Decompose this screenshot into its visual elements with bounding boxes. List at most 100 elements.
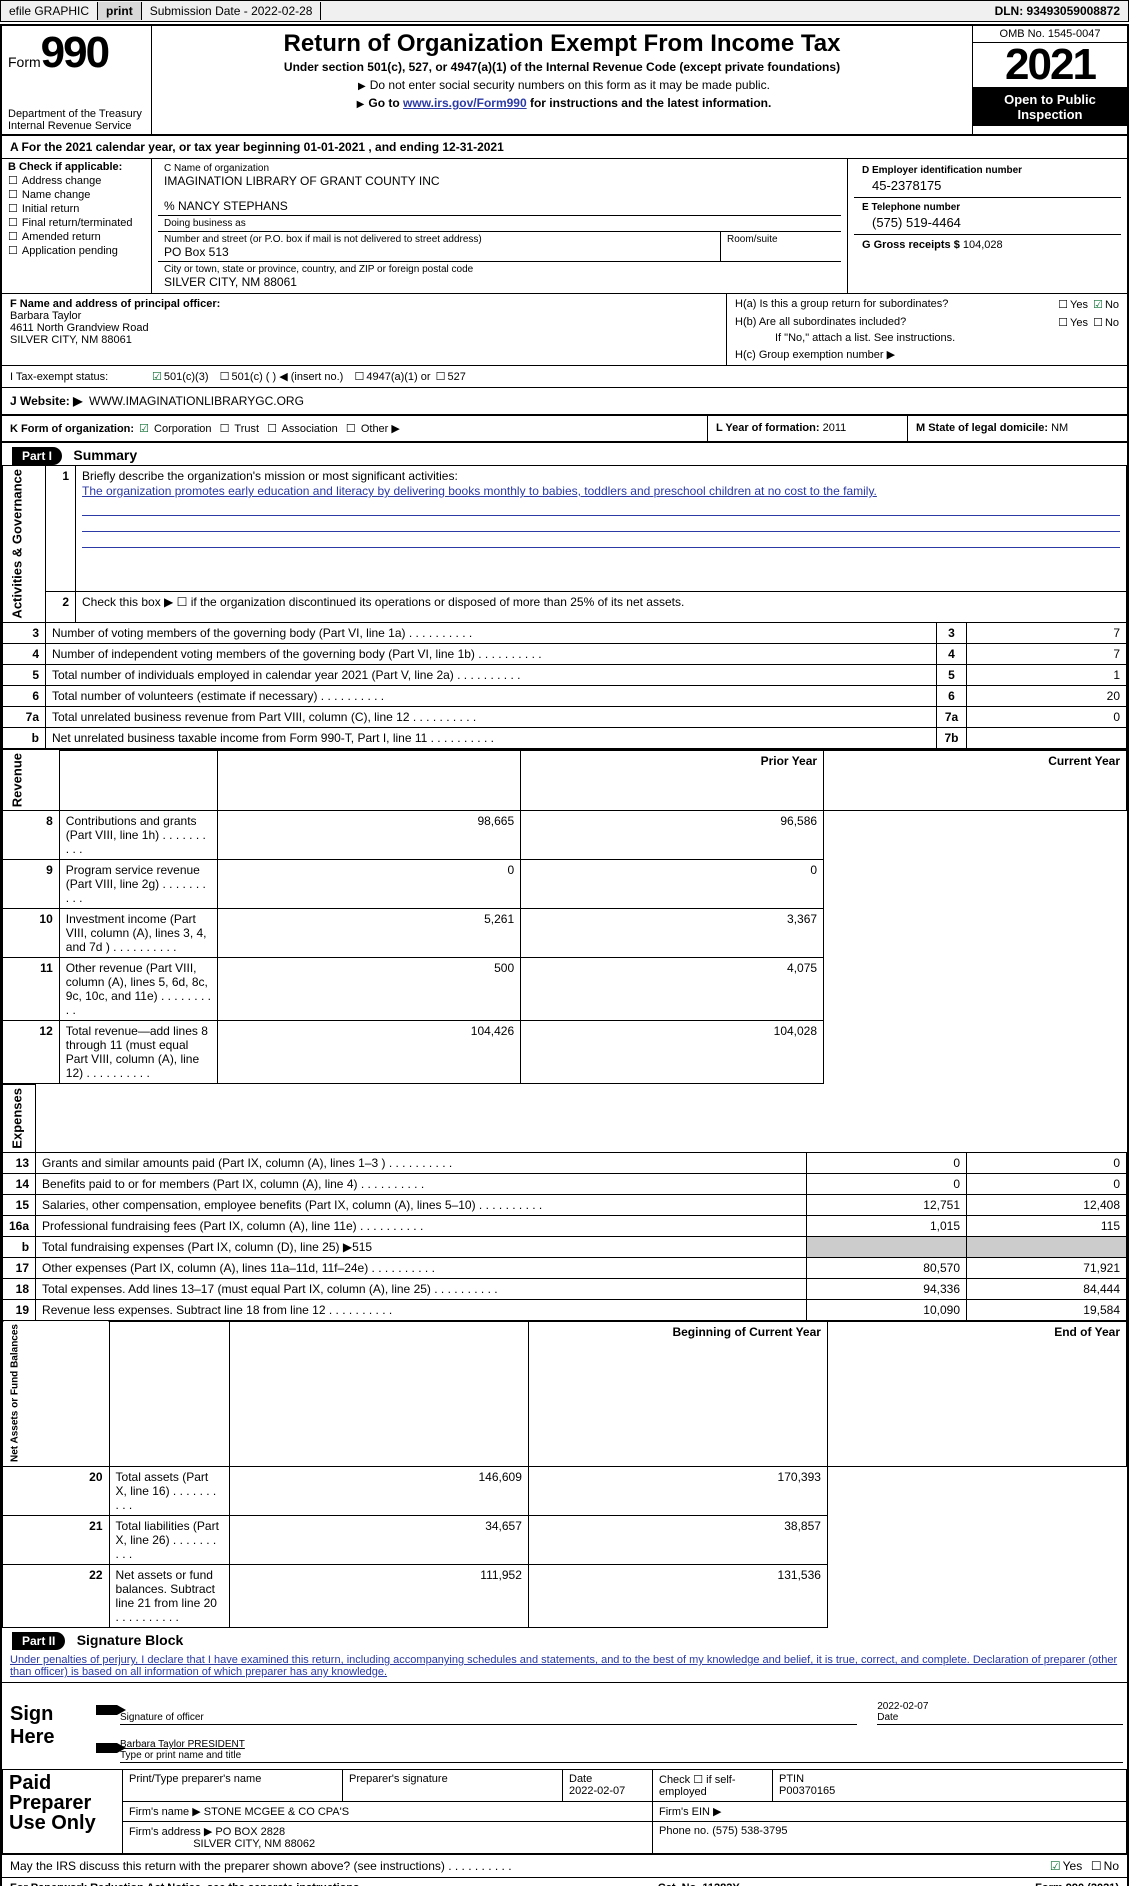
pra-notice: For Paperwork Reduction Act Notice, see … [10, 1882, 362, 1886]
line-9-desc: Program service revenue (Part VIII, line… [59, 860, 217, 909]
chk-trust[interactable] [218, 423, 232, 435]
part-ii-header: Part II Signature Block [2, 1628, 1127, 1650]
chk-name-change[interactable]: Name change [8, 188, 145, 201]
line-12-desc: Total revenue—add lines 8 through 11 (mu… [59, 1021, 217, 1084]
line-19-desc: Revenue less expenses. Subtract line 18 … [36, 1299, 807, 1320]
sign-here-block: Sign Here Signature of officer 2022-02-0… [2, 1683, 1127, 1769]
chk-501c3[interactable] [150, 370, 164, 383]
hb-yes[interactable] [1056, 317, 1070, 329]
irs-link[interactable]: www.irs.gov/Form990 [403, 96, 527, 110]
h-ifno: If "No," attach a list. See instructions… [735, 332, 1119, 344]
chk-4947[interactable] [352, 370, 366, 383]
hdr-current: Current Year [824, 750, 1127, 811]
line-15-current: 12,408 [967, 1194, 1127, 1215]
chk-initial-return[interactable]: Initial return [8, 202, 145, 215]
chk-assoc[interactable] [265, 423, 279, 435]
self-employed-check[interactable]: Check ☐ if self-employed [653, 1769, 773, 1801]
line-18-prior: 94,336 [807, 1278, 967, 1299]
line-17-prior: 80,570 [807, 1257, 967, 1278]
section-j: J Website: ▶ WWW.IMAGINATIONLIBRARYGC.OR… [2, 388, 1127, 416]
l-value: 2011 [823, 422, 847, 434]
line-b-current [967, 1236, 1127, 1257]
print-button[interactable]: print [98, 2, 142, 20]
ptin: P00370165 [779, 1785, 835, 1797]
chk-other[interactable] [344, 423, 358, 435]
chk-application[interactable]: Application pending [8, 244, 145, 257]
chk-corp[interactable] [137, 423, 151, 435]
efile-label: efile GRAPHIC [1, 2, 98, 20]
line-22-desc: Net assets or fund balances. Subtract li… [109, 1564, 229, 1627]
room-label: Room/suite [721, 232, 841, 261]
tel-label: E Telephone number [862, 202, 1113, 213]
line-12-current: 104,028 [521, 1021, 824, 1084]
side-netassets: Net Assets or Fund Balances [3, 1321, 110, 1466]
tel-value: (575) 519-4464 [862, 215, 1113, 230]
line-12-prior: 104,426 [218, 1021, 521, 1084]
care-of: % NANCY STEPHANS [164, 199, 288, 213]
line-18-current: 84,444 [967, 1278, 1127, 1299]
ha-label: H(a) Is this a group return for subordin… [735, 298, 948, 310]
ein-label: D Employer identification number [862, 165, 1113, 176]
officer-name: Barbara Taylor [10, 310, 81, 322]
line-9-prior: 0 [218, 860, 521, 909]
chk-address-change[interactable]: Address change [8, 174, 145, 187]
m-value: NM [1051, 422, 1068, 434]
line-b-desc: Total fundraising expenses (Part IX, col… [36, 1236, 807, 1257]
header-right: OMB No. 1545-0047 2021 Open to Public In… [972, 26, 1127, 134]
mission-text: The organization promotes early educatio… [82, 483, 1120, 500]
street-label: Number and street (or P.O. box if mail i… [164, 234, 482, 245]
line-10-desc: Investment income (Part VIII, column (A)… [59, 909, 217, 958]
open-public: Open to Public Inspection [973, 88, 1127, 126]
line-9-current: 0 [521, 860, 824, 909]
line-21-end: 38,857 [528, 1515, 827, 1564]
line-3-desc: Number of voting members of the governin… [46, 622, 937, 643]
hc-label: H(c) Group exemption number ▶ [735, 348, 1119, 361]
ha-yes[interactable] [1056, 299, 1070, 311]
line-14-desc: Benefits paid to or for members (Part IX… [36, 1173, 807, 1194]
line-8-current: 96,586 [521, 811, 824, 860]
form-title: Return of Organization Exempt From Incom… [156, 30, 968, 58]
firm-name: STONE MCGEE & CO CPA'S [204, 1806, 349, 1818]
header-left: Form990 Department of the Treasury Inter… [2, 26, 152, 134]
line-11-current: 4,075 [521, 958, 824, 1021]
mission-cell: Briefly describe the organization's miss… [76, 466, 1127, 592]
website-value: WWW.IMAGINATIONLIBRARYGC.ORG [89, 394, 304, 408]
q2-text: Check this box ▶ ☐ if the organization d… [76, 592, 1127, 622]
sig-officer-lbl: Signature of officer [120, 1712, 204, 1723]
line-13-prior: 0 [807, 1152, 967, 1173]
k-label: K Form of organization: [10, 423, 134, 435]
line-20-begin: 146,609 [229, 1466, 528, 1515]
may-irs-no[interactable] [1089, 1859, 1104, 1873]
section-bcd: B Check if applicable: Address change Na… [2, 159, 1127, 294]
line-14-current: 0 [967, 1173, 1127, 1194]
line-16a-desc: Professional fundraising fees (Part IX, … [36, 1215, 807, 1236]
chk-final-return[interactable]: Final return/terminated [8, 216, 145, 229]
line-16a-prior: 1,015 [807, 1215, 967, 1236]
line-21-begin: 34,657 [229, 1515, 528, 1564]
line-15-prior: 12,751 [807, 1194, 967, 1215]
chk-amended[interactable]: Amended return [8, 230, 145, 243]
line-7a-desc: Total unrelated business revenue from Pa… [46, 706, 937, 727]
chk-527[interactable] [434, 370, 448, 383]
line-18-desc: Total expenses. Add lines 13–17 (must eq… [36, 1278, 807, 1299]
firm-addr2: SILVER CITY, NM 88062 [193, 1838, 315, 1850]
preparer-table: Paid Preparer Use Only Print/Type prepar… [2, 1769, 1127, 1854]
hb-no[interactable] [1091, 317, 1105, 329]
line-6-desc: Total number of volunteers (estimate if … [46, 685, 937, 706]
form-number: 990 [41, 28, 108, 77]
note-goto-pre: Go to [368, 96, 403, 110]
block-d: D Employer identification number 45-2378… [847, 159, 1127, 293]
side-expenses: Expenses [3, 1085, 36, 1153]
line-3-value: 7 [967, 622, 1127, 643]
may-irs-yes[interactable] [1048, 1859, 1063, 1873]
ha-no[interactable] [1091, 299, 1105, 311]
line-21-desc: Total liabilities (Part X, line 26) [109, 1515, 229, 1564]
line-15-desc: Salaries, other compensation, employee b… [36, 1194, 807, 1215]
hdr-end: End of Year [827, 1321, 1126, 1466]
form-header: Form990 Department of the Treasury Inter… [2, 26, 1127, 136]
line-b-value [967, 727, 1127, 748]
part-ii-bar: Part II [12, 1632, 65, 1650]
chk-501c[interactable] [218, 370, 232, 383]
side-revenue: Revenue [3, 750, 60, 811]
top-toolbar: efile GRAPHIC print Submission Date - 20… [0, 0, 1129, 22]
